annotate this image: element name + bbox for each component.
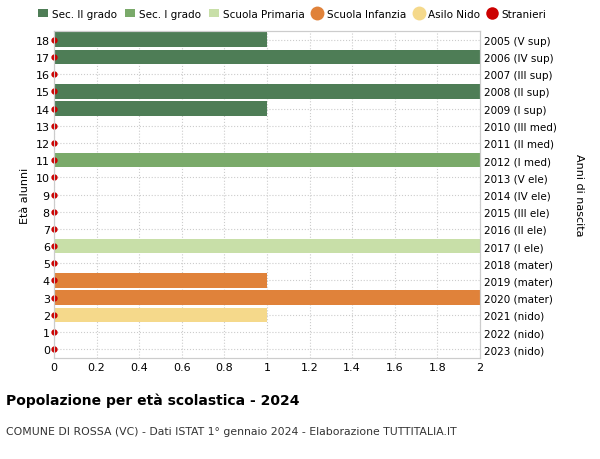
Bar <box>54 274 267 288</box>
Bar <box>54 308 267 322</box>
Bar <box>54 239 480 254</box>
Bar <box>54 153 480 168</box>
Text: COMUNE DI ROSSA (VC) - Dati ISTAT 1° gennaio 2024 - Elaborazione TUTTITALIA.IT: COMUNE DI ROSSA (VC) - Dati ISTAT 1° gen… <box>6 426 457 436</box>
Legend: Sec. II grado, Sec. I grado, Scuola Primaria, Scuola Infanzia, Asilo Nido, Stran: Sec. II grado, Sec. I grado, Scuola Prim… <box>38 10 547 20</box>
Bar <box>54 291 480 305</box>
Y-axis label: Anni di nascita: Anni di nascita <box>574 154 584 236</box>
Y-axis label: Età alunni: Età alunni <box>20 167 30 223</box>
Bar <box>54 85 480 100</box>
Bar <box>54 34 267 48</box>
Text: Popolazione per età scolastica - 2024: Popolazione per età scolastica - 2024 <box>6 392 299 407</box>
Bar <box>54 50 480 65</box>
Bar <box>54 102 267 117</box>
